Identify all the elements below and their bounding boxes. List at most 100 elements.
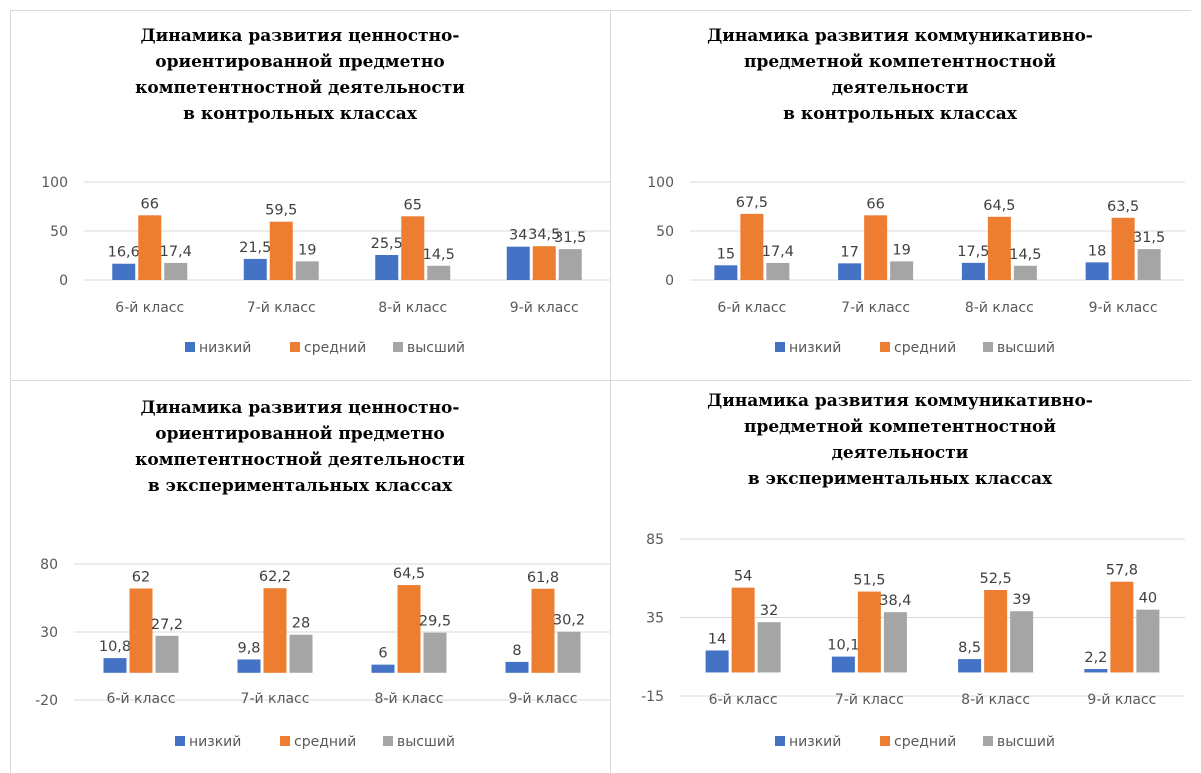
bar-high <box>1137 249 1161 280</box>
chart-title-line: деятельности <box>832 78 969 98</box>
x-category-label: 6-й класс <box>709 692 778 708</box>
data-label: 25,5 <box>371 236 403 252</box>
bar-low <box>831 656 855 673</box>
data-label: 63,5 <box>1107 199 1139 215</box>
bar-mid <box>397 585 421 673</box>
bar-low <box>714 265 738 280</box>
legend-swatch-mid <box>880 342 890 352</box>
data-label: 17,5 <box>957 244 989 260</box>
bar-low <box>237 659 261 673</box>
chart-title-line: ориентированной предметно <box>155 424 444 444</box>
x-category-label: 6-й класс <box>107 691 176 707</box>
y-tick-label: 100 <box>41 175 68 191</box>
chart-title-line: в экспериментальных классах <box>148 476 453 496</box>
chart-title-line: компетентностной деятельности <box>135 78 465 98</box>
chart-title-line: Динамика развития коммуникативно- <box>707 26 1093 46</box>
x-category-label: 8-й класс <box>378 300 447 316</box>
bar-high <box>883 612 907 673</box>
data-label: 16,6 <box>108 245 140 261</box>
y-tick-label: 80 <box>40 557 58 573</box>
chart-experimental-value-oriented: Динамика развития ценностно-ориентирован… <box>35 398 610 750</box>
data-label: 2,2 <box>1084 650 1107 666</box>
data-label: 59,5 <box>265 203 297 219</box>
x-category-label: 6-й класс <box>717 300 786 316</box>
bar-low <box>838 263 862 280</box>
data-label: 67,5 <box>736 195 768 211</box>
bar-low <box>112 263 136 280</box>
data-label: 14,5 <box>1009 247 1041 263</box>
data-label: 17,4 <box>762 244 794 260</box>
data-label: 14,5 <box>423 247 455 263</box>
data-label: 14 <box>708 631 726 647</box>
bar-high <box>766 262 790 280</box>
bar-mid <box>401 216 425 280</box>
bar-high <box>757 622 781 673</box>
data-label: 51,5 <box>853 573 885 589</box>
data-label: 17,4 <box>160 244 192 260</box>
bar-high <box>155 635 179 673</box>
bar-mid <box>263 588 287 673</box>
bar-mid <box>740 213 764 280</box>
data-label: 17 <box>840 244 858 260</box>
data-label: 62 <box>132 569 150 585</box>
chart-title-line: деятельности <box>832 443 969 463</box>
y-tick-label: -20 <box>35 693 58 709</box>
chart-title-line: в контрольных классах <box>183 104 418 124</box>
data-label: 54 <box>734 569 752 585</box>
legend-label: низкий <box>789 340 841 356</box>
data-label: 18 <box>1088 243 1106 259</box>
bar-low <box>958 659 982 673</box>
data-label: 66 <box>866 196 884 212</box>
bar-mid <box>864 215 888 280</box>
data-label: 34,5 <box>528 227 560 243</box>
bar-mid <box>731 587 755 673</box>
bar-mid <box>987 216 1011 280</box>
legend-label: низкий <box>199 340 251 356</box>
legend-swatch-mid <box>880 736 890 746</box>
chart-title-line: Динамика развития коммуникативно- <box>707 391 1093 411</box>
y-tick-label: -15 <box>641 689 664 705</box>
x-category-label: 8-й класс <box>965 300 1034 316</box>
legend-swatch-mid <box>290 342 300 352</box>
bar-high <box>1013 265 1037 280</box>
vertical-divider <box>610 10 611 773</box>
bar-low <box>103 658 127 673</box>
chart-title-line: предметной компетентностной <box>744 417 1056 437</box>
chart-title-line: Динамика развития ценностно- <box>141 26 460 46</box>
bar-high <box>1136 609 1160 673</box>
legend-swatch-high <box>393 342 403 352</box>
chart-control-value-oriented: Динамика развития ценностно-ориентирован… <box>41 26 610 356</box>
x-category-label: 7-й класс <box>241 691 310 707</box>
bar-low <box>961 262 985 280</box>
x-category-label: 9-й класс <box>509 691 578 707</box>
bar-low <box>1084 668 1108 673</box>
bar-mid <box>857 591 881 673</box>
chart-title-line: в экспериментальных классах <box>748 469 1053 489</box>
legend-label: средний <box>304 340 366 356</box>
bar-mid <box>531 588 555 673</box>
data-label: 64,5 <box>983 198 1015 214</box>
data-label: 66 <box>141 196 159 212</box>
data-label: 34 <box>509 228 527 244</box>
data-label: 27,2 <box>151 617 183 633</box>
x-category-label: 8-й класс <box>961 692 1030 708</box>
y-tick-label: 50 <box>656 224 674 240</box>
chart-title-line: в контрольных классах <box>783 104 1018 124</box>
bar-low <box>505 661 529 673</box>
bar-low <box>506 246 530 280</box>
legend-label: высший <box>997 340 1055 356</box>
x-category-label: 9-й класс <box>1087 692 1156 708</box>
data-label: 40 <box>1139 591 1157 607</box>
bar-mid <box>269 221 293 280</box>
bar-high <box>1010 611 1034 673</box>
x-category-label: 7-й класс <box>835 692 904 708</box>
bar-low <box>375 255 399 280</box>
data-label: 64,5 <box>393 566 425 582</box>
bar-mid <box>1110 581 1134 673</box>
data-label: 19 <box>892 242 910 258</box>
legend-swatch-low <box>175 736 185 746</box>
legend-label: низкий <box>189 734 241 750</box>
x-category-label: 8-й класс <box>375 691 444 707</box>
data-label: 29,5 <box>419 614 451 630</box>
bar-mid <box>984 590 1008 673</box>
